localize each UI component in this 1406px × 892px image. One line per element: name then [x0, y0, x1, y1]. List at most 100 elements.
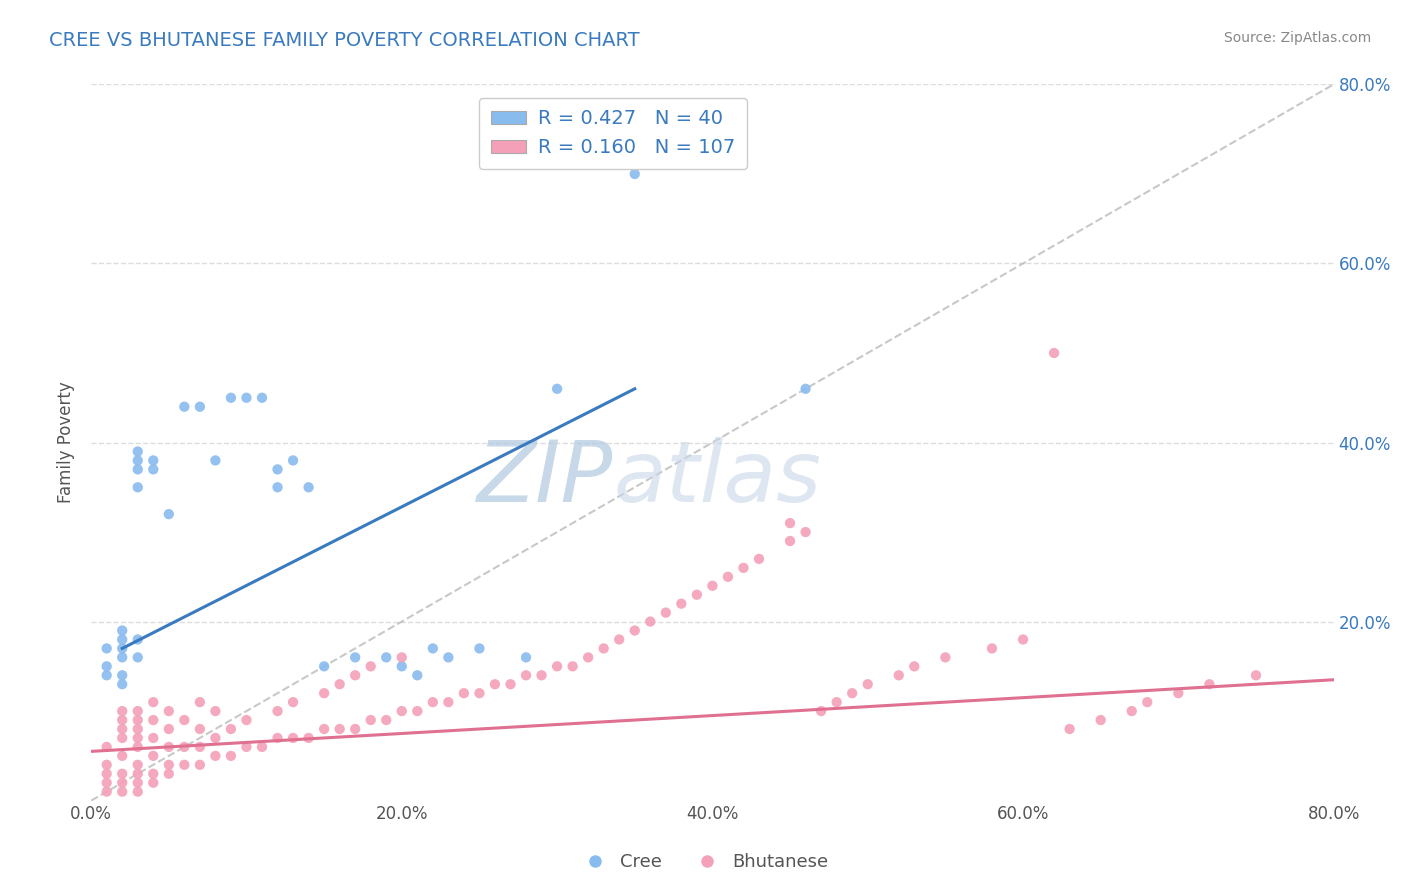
- Point: [235, 713, 257, 727]
- Point: [96, 668, 118, 682]
- Point: [453, 686, 475, 700]
- Point: [887, 668, 910, 682]
- Point: [142, 731, 165, 745]
- Point: [779, 516, 801, 530]
- Point: [96, 766, 118, 780]
- Point: [825, 695, 848, 709]
- Point: [468, 686, 491, 700]
- Point: [204, 453, 226, 467]
- Text: atlas: atlas: [613, 437, 821, 520]
- Point: [127, 650, 149, 665]
- Point: [344, 722, 367, 736]
- Point: [360, 713, 382, 727]
- Point: [981, 641, 1004, 656]
- Point: [188, 739, 211, 754]
- Point: [779, 534, 801, 549]
- Point: [96, 785, 118, 799]
- Point: [96, 641, 118, 656]
- Point: [576, 650, 599, 665]
- Point: [142, 713, 165, 727]
- Point: [111, 785, 134, 799]
- Legend: R = 0.427   N = 40, R = 0.160   N = 107: R = 0.427 N = 40, R = 0.160 N = 107: [479, 98, 747, 169]
- Point: [794, 524, 817, 539]
- Point: [127, 713, 149, 727]
- Point: [607, 632, 630, 647]
- Point: [111, 775, 134, 789]
- Point: [96, 739, 118, 754]
- Point: [903, 659, 925, 673]
- Point: [142, 462, 165, 476]
- Point: [561, 659, 583, 673]
- Point: [1121, 704, 1143, 718]
- Point: [266, 462, 288, 476]
- Point: [111, 766, 134, 780]
- Point: [391, 650, 413, 665]
- Point: [250, 391, 273, 405]
- Point: [391, 659, 413, 673]
- Point: [157, 507, 180, 521]
- Point: [266, 731, 288, 745]
- Point: [717, 570, 740, 584]
- Point: [281, 731, 304, 745]
- Point: [157, 757, 180, 772]
- Point: [391, 704, 413, 718]
- Point: [1198, 677, 1220, 691]
- Point: [329, 677, 352, 691]
- Point: [344, 650, 367, 665]
- Legend: Cree, Bhutanese: Cree, Bhutanese: [569, 847, 837, 879]
- Point: [468, 641, 491, 656]
- Point: [250, 739, 273, 754]
- Point: [314, 659, 336, 673]
- Point: [235, 739, 257, 754]
- Point: [127, 766, 149, 780]
- Point: [111, 668, 134, 682]
- Point: [173, 713, 195, 727]
- Point: [623, 624, 645, 638]
- Point: [1012, 632, 1035, 647]
- Point: [111, 748, 134, 763]
- Point: [546, 659, 568, 673]
- Text: CREE VS BHUTANESE FAMILY POVERTY CORRELATION CHART: CREE VS BHUTANESE FAMILY POVERTY CORRELA…: [49, 31, 640, 50]
- Point: [281, 695, 304, 709]
- Point: [437, 695, 460, 709]
- Point: [173, 757, 195, 772]
- Point: [484, 677, 506, 691]
- Point: [733, 561, 755, 575]
- Point: [127, 739, 149, 754]
- Point: [344, 668, 367, 682]
- Point: [360, 659, 382, 673]
- Point: [422, 695, 444, 709]
- Point: [375, 713, 398, 727]
- Point: [437, 650, 460, 665]
- Point: [188, 695, 211, 709]
- Point: [546, 382, 568, 396]
- Point: [297, 731, 319, 745]
- Point: [841, 686, 863, 700]
- Point: [266, 480, 288, 494]
- Point: [810, 704, 832, 718]
- Point: [748, 552, 770, 566]
- Point: [127, 704, 149, 718]
- Point: [157, 766, 180, 780]
- Point: [204, 704, 226, 718]
- Point: [856, 677, 879, 691]
- Point: [281, 453, 304, 467]
- Point: [127, 480, 149, 494]
- Point: [188, 722, 211, 736]
- Point: [127, 775, 149, 789]
- Point: [219, 391, 242, 405]
- Point: [142, 775, 165, 789]
- Point: [157, 739, 180, 754]
- Point: [111, 641, 134, 656]
- Point: [592, 641, 614, 656]
- Point: [266, 704, 288, 718]
- Text: Source: ZipAtlas.com: Source: ZipAtlas.com: [1223, 31, 1371, 45]
- Point: [406, 668, 429, 682]
- Point: [127, 731, 149, 745]
- Point: [127, 462, 149, 476]
- Point: [96, 659, 118, 673]
- Point: [1167, 686, 1189, 700]
- Point: [111, 722, 134, 736]
- Point: [111, 677, 134, 691]
- Point: [157, 704, 180, 718]
